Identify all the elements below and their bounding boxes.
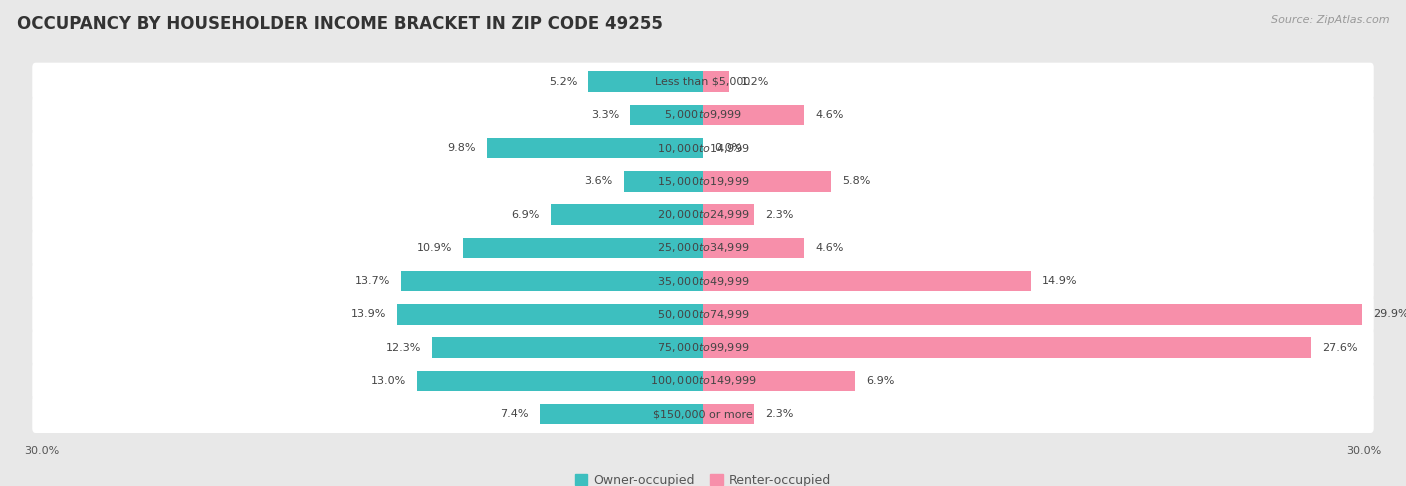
Bar [624,171,703,191]
Text: $5,000 to $9,999: $5,000 to $9,999 [664,108,742,122]
Text: Source: ZipAtlas.com: Source: ZipAtlas.com [1271,15,1389,25]
Text: 7.4%: 7.4% [501,409,529,419]
Bar [486,138,703,158]
Bar [703,71,730,92]
Text: 27.6%: 27.6% [1322,343,1357,353]
Text: 3.3%: 3.3% [591,110,619,120]
Text: 14.9%: 14.9% [1042,276,1078,286]
Text: $150,000 or more: $150,000 or more [654,409,752,419]
Bar [703,238,804,258]
Bar [703,304,1361,325]
Text: 2.3%: 2.3% [765,409,793,419]
Bar [703,370,855,391]
Bar [703,271,1031,292]
Text: 4.6%: 4.6% [815,243,844,253]
Text: $75,000 to $99,999: $75,000 to $99,999 [657,341,749,354]
Bar [703,171,831,191]
Text: $20,000 to $24,999: $20,000 to $24,999 [657,208,749,221]
Text: $100,000 to $149,999: $100,000 to $149,999 [650,374,756,387]
Text: 9.8%: 9.8% [447,143,477,153]
Bar [416,370,703,391]
FancyBboxPatch shape [32,262,1374,300]
Bar [540,404,703,424]
Text: 5.2%: 5.2% [550,77,578,87]
FancyBboxPatch shape [32,329,1374,366]
FancyBboxPatch shape [32,162,1374,200]
FancyBboxPatch shape [32,96,1374,134]
Text: $35,000 to $49,999: $35,000 to $49,999 [657,275,749,288]
Text: $25,000 to $34,999: $25,000 to $34,999 [657,242,749,254]
Text: 0.0%: 0.0% [714,143,742,153]
Bar [630,104,703,125]
Text: 6.9%: 6.9% [512,209,540,220]
FancyBboxPatch shape [32,295,1374,333]
Text: 6.9%: 6.9% [866,376,894,386]
Text: 3.6%: 3.6% [585,176,613,186]
Text: OCCUPANCY BY HOUSEHOLDER INCOME BRACKET IN ZIP CODE 49255: OCCUPANCY BY HOUSEHOLDER INCOME BRACKET … [17,15,662,33]
Text: 13.0%: 13.0% [370,376,405,386]
Bar [432,337,703,358]
Bar [703,337,1310,358]
FancyBboxPatch shape [32,362,1374,400]
Text: 13.9%: 13.9% [350,310,385,319]
Text: $15,000 to $19,999: $15,000 to $19,999 [657,175,749,188]
Bar [589,71,703,92]
Bar [463,238,703,258]
Text: $10,000 to $14,999: $10,000 to $14,999 [657,141,749,155]
Legend: Owner-occupied, Renter-occupied: Owner-occupied, Renter-occupied [569,469,837,486]
Text: 12.3%: 12.3% [385,343,420,353]
Text: Less than $5,000: Less than $5,000 [655,77,751,87]
Bar [703,404,754,424]
Text: 1.2%: 1.2% [741,77,769,87]
Text: 10.9%: 10.9% [416,243,451,253]
Text: $50,000 to $74,999: $50,000 to $74,999 [657,308,749,321]
Text: 13.7%: 13.7% [354,276,391,286]
Text: 5.8%: 5.8% [842,176,870,186]
Bar [401,271,703,292]
FancyBboxPatch shape [32,229,1374,267]
FancyBboxPatch shape [32,196,1374,233]
FancyBboxPatch shape [32,63,1374,101]
Bar [551,204,703,225]
Text: 2.3%: 2.3% [765,209,793,220]
Text: 4.6%: 4.6% [815,110,844,120]
Bar [396,304,703,325]
FancyBboxPatch shape [32,395,1374,433]
Text: 29.9%: 29.9% [1372,310,1406,319]
FancyBboxPatch shape [32,129,1374,167]
Bar [703,204,754,225]
Bar [703,104,804,125]
